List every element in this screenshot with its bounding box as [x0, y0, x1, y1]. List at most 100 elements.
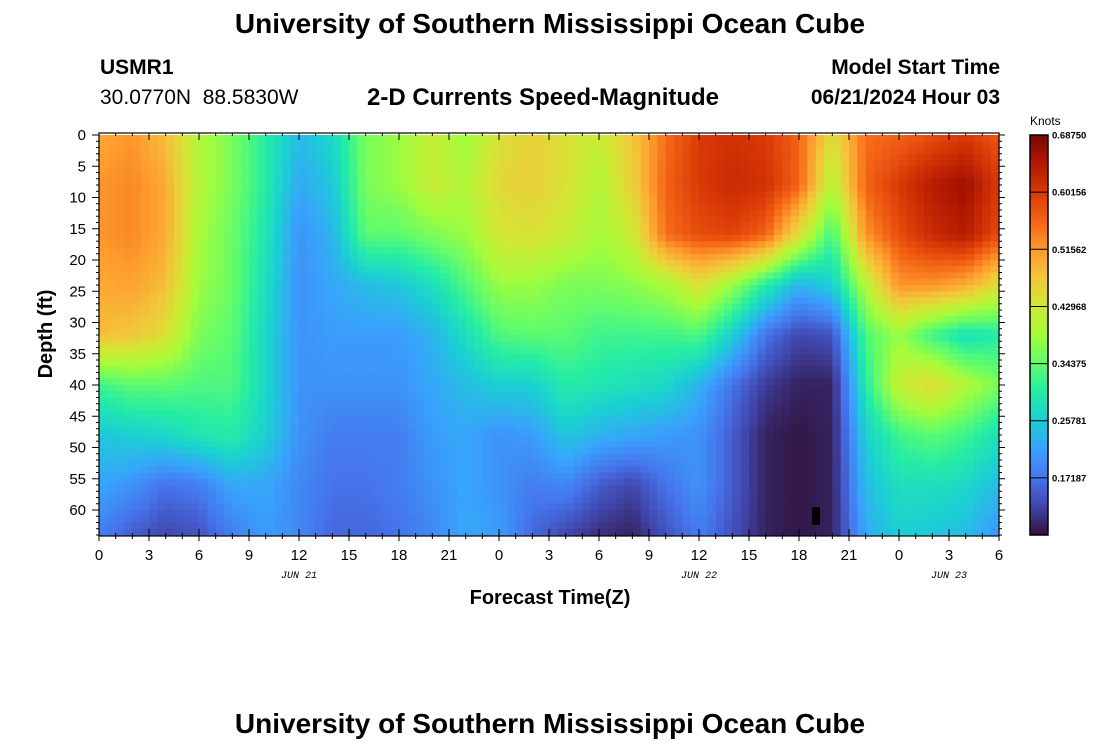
heatmap-cell — [615, 391, 625, 399]
heatmap-cell — [524, 397, 533, 405]
heatmap-cell — [324, 247, 333, 255]
heatmap-cell — [107, 172, 117, 180]
heatmap-cell — [574, 341, 583, 349]
heatmap-cell — [782, 366, 792, 374]
heatmap-cell — [607, 191, 617, 199]
heatmap-cell — [515, 353, 525, 361]
heatmap-cell — [474, 172, 483, 180]
heatmap-cell — [124, 185, 133, 192]
heatmap-cell — [199, 260, 208, 267]
heatmap-cell — [440, 197, 450, 205]
heatmap-cell — [407, 360, 417, 367]
heatmap-cell — [740, 322, 750, 330]
heatmap-cell — [390, 328, 400, 336]
heatmap-cell — [940, 341, 950, 349]
heatmap-cell — [340, 247, 350, 255]
heatmap-cell — [590, 341, 600, 349]
heatmap-cell — [207, 228, 217, 236]
heatmap-cell — [382, 353, 392, 361]
heatmap-cell — [765, 347, 775, 355]
heatmap-cell — [740, 166, 750, 174]
heatmap-cell — [349, 328, 358, 336]
heatmap-cell — [949, 347, 958, 355]
heatmap-cell — [557, 172, 567, 180]
heatmap-cell — [765, 378, 775, 386]
heatmap-cell — [357, 372, 367, 380]
heatmap-cell — [857, 403, 867, 411]
heatmap-cell — [924, 347, 933, 355]
heatmap-cell — [932, 378, 942, 386]
heatmap-cell — [990, 303, 1000, 311]
heatmap-cell — [674, 310, 683, 317]
heatmap-cell — [624, 291, 633, 299]
heatmap-cell — [399, 166, 408, 174]
heatmap-cell — [599, 197, 608, 205]
heatmap-cell — [890, 378, 900, 386]
heatmap-cell — [682, 378, 692, 386]
heatmap-cell — [607, 310, 617, 317]
heatmap-cell — [440, 316, 450, 324]
heatmap-cell — [707, 341, 717, 349]
heatmap-cell — [832, 316, 842, 324]
heatmap-cell — [424, 247, 433, 255]
heatmap-cell — [757, 153, 767, 161]
heatmap-cell — [124, 347, 133, 355]
heatmap-cell — [299, 160, 308, 167]
heatmap-cell — [115, 322, 125, 330]
heatmap-cell — [424, 266, 433, 274]
heatmap-cell — [899, 316, 908, 324]
heatmap-cell — [832, 266, 842, 274]
heatmap-cell — [740, 141, 750, 149]
heatmap-cell — [265, 316, 275, 324]
heatmap-cell — [557, 153, 567, 161]
heatmap-cell — [624, 272, 633, 280]
heatmap-cell — [190, 303, 200, 311]
heatmap-cell — [574, 391, 583, 399]
heatmap-cell — [574, 210, 583, 217]
heatmap-cell — [474, 328, 483, 336]
heatmap-cell — [107, 191, 117, 199]
heatmap-cell — [724, 203, 733, 211]
heatmap-cell — [757, 341, 767, 349]
heatmap-cell — [315, 272, 325, 280]
heatmap-cell — [574, 360, 583, 367]
heatmap-cell — [807, 272, 817, 280]
heatmap-cell — [665, 228, 675, 236]
heatmap-cell — [749, 328, 758, 336]
heatmap-cell — [449, 347, 458, 355]
heatmap-cell — [390, 410, 400, 417]
heatmap-cell — [415, 403, 425, 411]
heatmap-cell — [415, 222, 425, 230]
heatmap-cell — [182, 203, 192, 211]
heatmap-cell — [724, 228, 733, 236]
heatmap-cell — [765, 353, 775, 361]
heatmap-cell — [707, 347, 717, 355]
heatmap-cell — [674, 291, 683, 299]
heatmap-cell — [699, 316, 708, 324]
heatmap-cell — [607, 141, 617, 149]
heatmap-cell — [457, 410, 467, 417]
heatmap-cell — [690, 378, 700, 386]
heatmap-cell — [549, 197, 558, 205]
heatmap-cell — [565, 353, 575, 361]
heatmap-cell — [224, 378, 233, 386]
heatmap-cell — [582, 328, 592, 336]
heatmap-cell — [765, 416, 775, 424]
heatmap-cell — [532, 366, 542, 374]
heatmap-cell — [465, 160, 475, 167]
heatmap-cell — [149, 266, 158, 274]
heatmap-cell — [715, 385, 725, 392]
heatmap-cell — [640, 372, 650, 380]
heatmap-cell — [482, 416, 492, 424]
heatmap-cell — [457, 366, 467, 374]
heatmap-cell — [865, 310, 875, 317]
heatmap-cell — [107, 210, 117, 217]
heatmap-cell — [107, 247, 117, 255]
heatmap-cell — [582, 297, 592, 305]
heatmap-cell — [440, 216, 450, 224]
heatmap-cell — [357, 341, 367, 349]
heatmap-cell — [915, 272, 925, 280]
heatmap-cell — [657, 397, 667, 405]
heatmap-cell — [615, 153, 625, 161]
heatmap-cell — [157, 285, 167, 292]
